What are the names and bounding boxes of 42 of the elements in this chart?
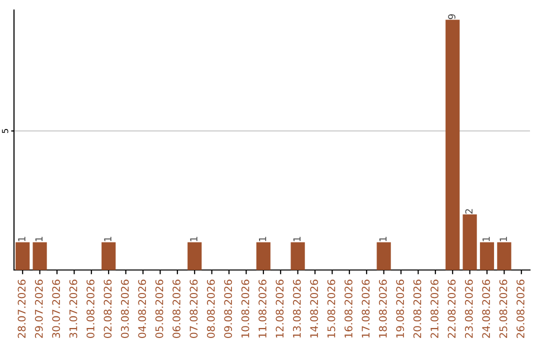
x-tick-label: 19.08.2026 [396,280,404,338]
y-tick-label: 5 [2,129,8,133]
data-label: 1 [500,236,507,242]
x-tick-label: 25.08.2026 [499,280,508,338]
x-tick-label: 26.08.2026 [516,280,524,338]
data-label: 1 [190,236,198,242]
x-tick-label: 24.08.2026 [482,280,490,338]
x-tick-label: 04.08.2026 [138,280,146,338]
data-label: 1 [379,236,386,242]
data-label: 1 [35,236,42,242]
x-tick-label: 08.08.2026 [206,280,215,338]
x-tick-label: 23.08.2026 [464,280,473,338]
x-tick-label: 03.08.2026 [120,280,129,338]
x-tick-label: 15.08.2026 [327,280,336,338]
x-tick-label: 28.07.2026 [18,280,26,338]
x-tick-label: 20.08.2026 [413,280,422,338]
x-tick-label: 11.08.2026 [258,280,266,338]
x-tick-label: 21.08.2026 [430,280,438,338]
x-tick-label: 09.08.2026 [224,280,232,338]
x-tick-label: 12.08.2026 [276,280,284,338]
x-tick-label: 22.08.2026 [448,280,456,338]
x-tick-label: 30.07.2026 [52,280,60,338]
data-label: 2 [465,209,472,214]
data-label: 1 [293,236,300,242]
x-tick-label: 06.08.2026 [172,280,180,338]
data-label: 1 [482,236,490,242]
data-label: 9 [448,14,456,20]
x-tick-label: 18.08.2026 [378,280,387,338]
x-tick-label: 17.08.2026 [362,280,370,338]
x-tick-label: 07.08.2026 [190,280,198,338]
x-tick-label: 05.08.2026 [155,280,164,338]
x-tick-label: 10.08.2026 [241,280,250,338]
x-tick-label: 31.07.2026 [69,280,78,338]
x-tick-label: 29.07.2026 [34,280,43,338]
data-label: 1 [18,236,26,242]
data-label: 1 [104,236,112,242]
x-tick-label: 01.08.2026 [86,280,94,338]
x-tick-label: 02.08.2026 [104,280,112,338]
x-tick-label: 14.08.2026 [310,280,318,338]
data-label: 1 [258,236,266,242]
x-tick-label: 16.08.2026 [344,280,352,338]
x-tick-label: 13.08.2026 [292,280,301,338]
